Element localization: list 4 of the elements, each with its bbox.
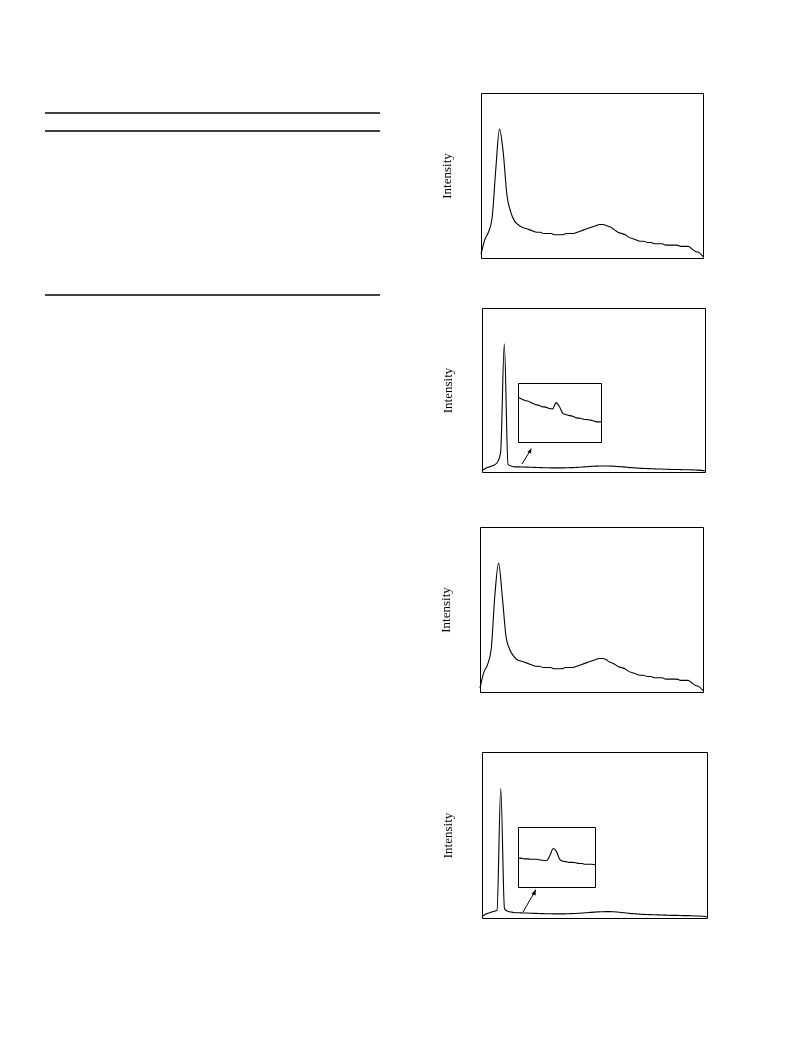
y-axis-title: Intensity bbox=[439, 812, 455, 859]
y-axis-title: Intensity bbox=[439, 367, 455, 414]
y-axis-title: Intensity bbox=[437, 586, 453, 633]
y-axis-title: Intensity bbox=[438, 152, 454, 199]
